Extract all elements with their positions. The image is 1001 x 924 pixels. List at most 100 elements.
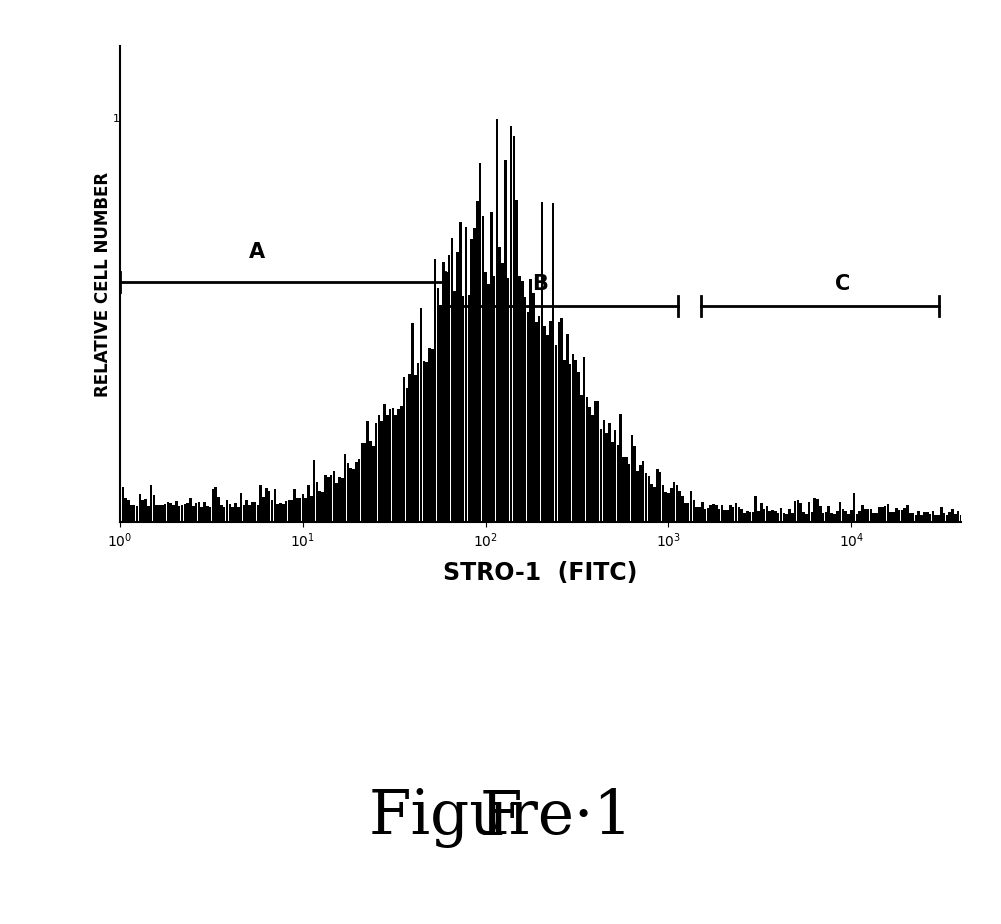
Bar bbox=[394, 416, 397, 522]
Bar bbox=[217, 497, 220, 522]
Bar bbox=[231, 506, 234, 522]
Bar bbox=[594, 401, 597, 522]
Bar bbox=[794, 501, 797, 522]
Bar bbox=[487, 284, 489, 522]
Bar bbox=[732, 507, 735, 522]
Bar bbox=[453, 291, 456, 522]
Bar bbox=[940, 507, 943, 522]
Bar bbox=[315, 482, 318, 522]
Bar bbox=[293, 490, 295, 522]
Bar bbox=[155, 505, 158, 522]
Bar bbox=[645, 473, 648, 522]
Bar bbox=[909, 514, 912, 522]
Bar bbox=[133, 505, 135, 522]
Bar bbox=[505, 160, 507, 522]
Bar bbox=[760, 503, 763, 522]
Bar bbox=[524, 297, 527, 522]
Bar bbox=[360, 443, 363, 522]
Bar bbox=[178, 506, 180, 522]
Bar bbox=[127, 500, 130, 522]
Bar bbox=[327, 478, 329, 522]
Bar bbox=[296, 498, 298, 522]
Bar bbox=[634, 445, 636, 522]
Bar bbox=[195, 503, 197, 522]
Bar bbox=[234, 503, 236, 522]
Bar bbox=[287, 500, 290, 522]
Bar bbox=[502, 263, 504, 522]
Bar bbox=[189, 498, 192, 522]
Bar bbox=[895, 507, 898, 522]
Bar bbox=[372, 446, 374, 522]
Bar bbox=[609, 423, 611, 522]
Bar bbox=[329, 475, 332, 522]
Bar bbox=[417, 363, 419, 522]
Bar bbox=[670, 488, 673, 522]
Bar bbox=[256, 505, 259, 522]
Bar bbox=[464, 227, 467, 522]
Bar bbox=[197, 502, 200, 522]
Bar bbox=[527, 312, 530, 522]
Bar bbox=[589, 407, 591, 522]
Bar bbox=[580, 395, 583, 522]
Bar bbox=[665, 492, 667, 522]
Bar bbox=[819, 505, 822, 522]
Bar bbox=[476, 201, 478, 522]
Text: 1: 1 bbox=[113, 114, 120, 124]
Bar bbox=[786, 514, 788, 522]
Bar bbox=[738, 507, 740, 522]
Bar bbox=[516, 201, 518, 522]
Bar bbox=[276, 505, 279, 522]
Bar bbox=[757, 511, 760, 522]
Bar bbox=[875, 514, 878, 522]
Bar bbox=[220, 505, 222, 522]
Bar bbox=[628, 465, 631, 522]
Bar bbox=[490, 212, 492, 522]
Bar bbox=[766, 506, 768, 522]
Bar bbox=[507, 278, 510, 522]
Bar bbox=[937, 516, 940, 522]
Bar bbox=[248, 505, 251, 522]
Bar bbox=[414, 375, 416, 522]
Bar bbox=[552, 203, 555, 522]
Bar bbox=[676, 484, 679, 522]
Bar bbox=[447, 255, 450, 522]
Bar bbox=[555, 345, 558, 522]
Bar bbox=[659, 471, 662, 522]
Bar bbox=[358, 459, 360, 522]
Bar bbox=[411, 322, 413, 522]
Bar bbox=[701, 502, 704, 522]
Bar bbox=[777, 513, 780, 522]
Bar bbox=[951, 509, 954, 522]
Bar bbox=[662, 485, 664, 522]
Bar bbox=[878, 507, 881, 522]
Bar bbox=[355, 462, 357, 522]
Bar bbox=[788, 509, 791, 522]
Bar bbox=[166, 502, 169, 522]
Bar bbox=[119, 503, 121, 522]
Bar bbox=[265, 488, 267, 522]
Bar bbox=[923, 513, 926, 522]
Bar bbox=[535, 322, 538, 522]
Bar bbox=[284, 501, 287, 522]
Bar bbox=[811, 512, 813, 522]
Bar bbox=[870, 509, 872, 522]
Bar bbox=[318, 492, 321, 522]
Bar bbox=[884, 505, 886, 522]
Text: C: C bbox=[835, 274, 850, 294]
Bar bbox=[707, 508, 709, 522]
Bar bbox=[687, 504, 690, 522]
Bar bbox=[867, 509, 870, 522]
Bar bbox=[637, 471, 639, 522]
Bar bbox=[391, 408, 394, 522]
Bar bbox=[510, 126, 513, 522]
Bar bbox=[656, 469, 659, 522]
Bar bbox=[282, 504, 284, 522]
Bar bbox=[310, 496, 312, 522]
Bar bbox=[915, 515, 917, 522]
Bar bbox=[769, 511, 771, 522]
Bar bbox=[445, 272, 447, 522]
Bar bbox=[597, 401, 600, 522]
Bar bbox=[889, 512, 892, 522]
Bar bbox=[864, 508, 867, 522]
Bar bbox=[822, 513, 825, 522]
